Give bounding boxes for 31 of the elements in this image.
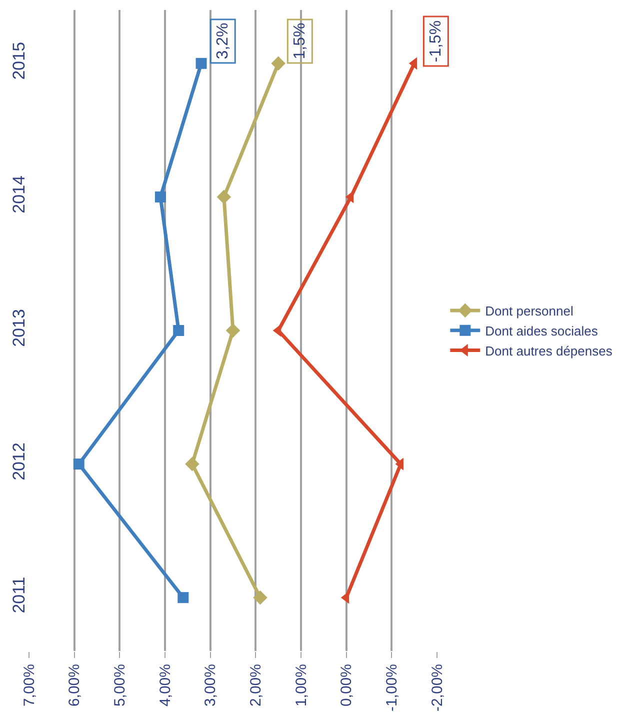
legend-label: Dont autres dépenses [485,343,613,358]
annotation: 1,5% [291,22,308,60]
x-tick-label: 7,00% [20,664,38,707]
y-tick-label: 2012 [10,442,29,480]
point [271,56,286,71]
x-tick-label: 4,00% [156,664,174,707]
point [253,590,268,605]
annotation: -1,5% [427,20,444,62]
annotation: 3,2% [214,22,232,60]
x-tick-label: -2,00% [428,664,446,712]
point [178,592,189,604]
x-tick-label: 6,00% [66,664,84,707]
x-tick-label: -1,00% [384,664,401,712]
y-tick-label: 2014 [10,175,29,214]
point [226,323,240,338]
y-tick-label: 2013 [10,309,29,347]
x-tick-label: 1,00% [292,664,310,707]
point [173,325,184,336]
x-tick-label: 3,00% [202,664,220,707]
point [216,190,232,204]
point [73,458,84,470]
y-tick-label: 2011 [10,576,29,614]
legend-label: Dont aides sociales [485,323,598,338]
y-tick-label: 2015 [10,42,29,80]
x-tick-label: 0,00% [338,664,356,707]
x-tick-label: 2,00% [248,664,265,707]
point [185,456,200,472]
legend-label: Dont personnel [485,304,574,319]
x-tick-label: 5,00% [112,664,129,707]
point [154,191,166,202]
point [196,58,207,69]
